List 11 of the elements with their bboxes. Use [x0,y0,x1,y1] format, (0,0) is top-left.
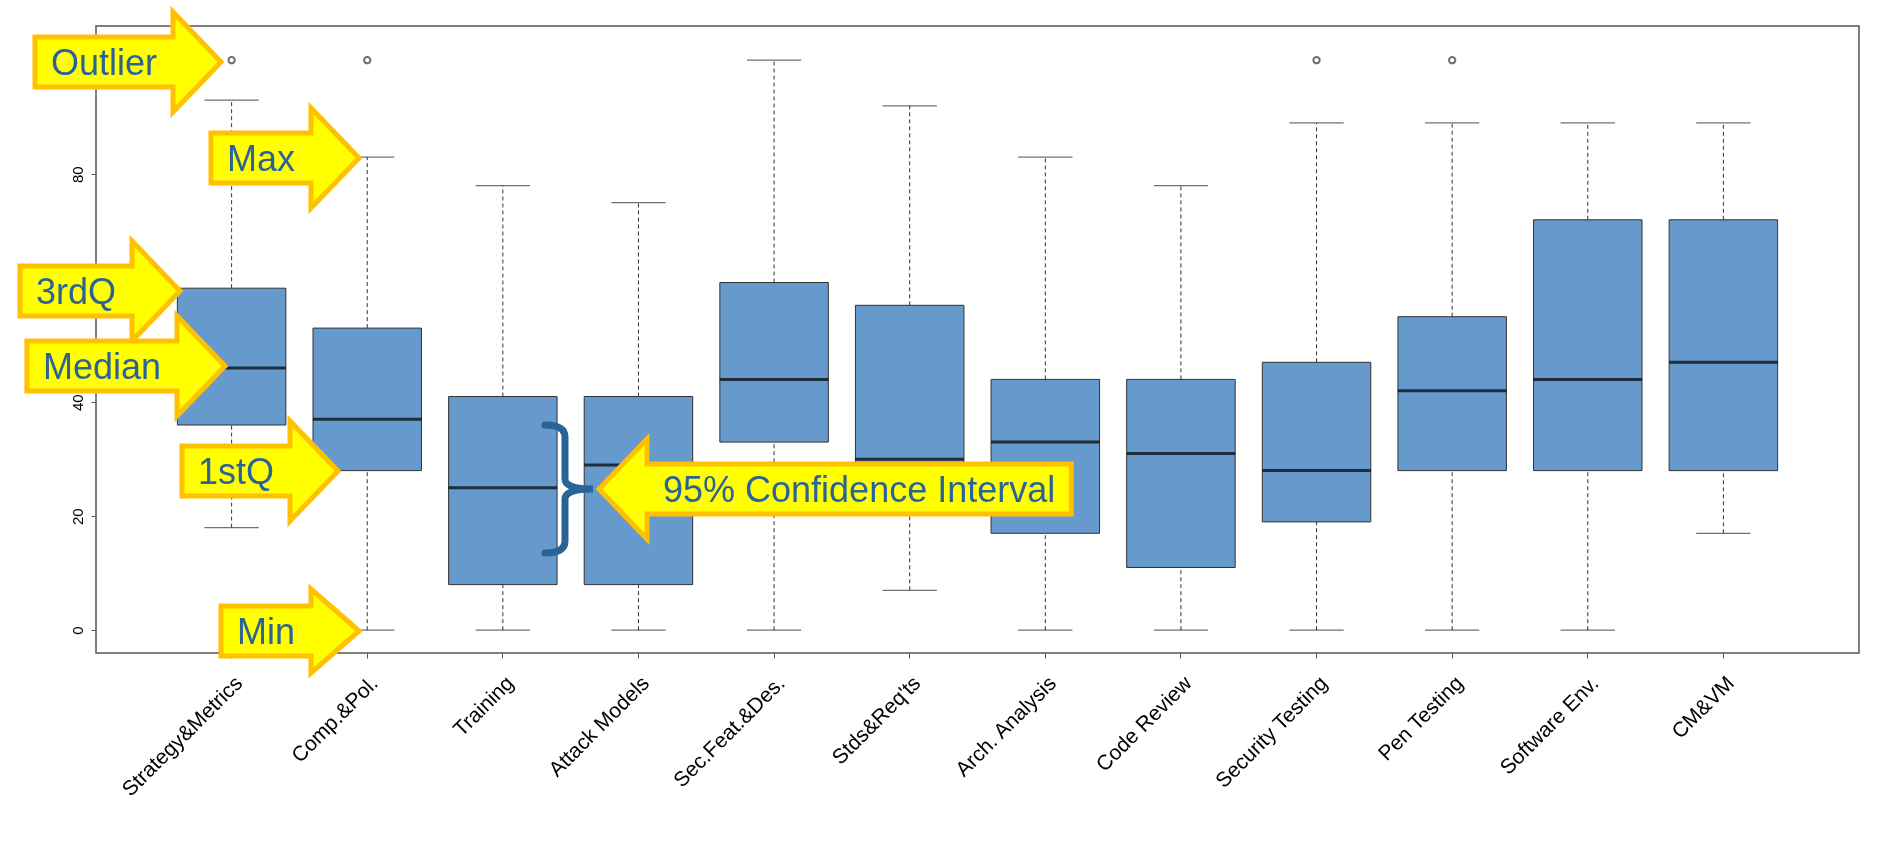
y-tick-label: 0 [68,626,86,635]
annotation: Min [236,610,295,652]
y-tick-label: 40 [68,394,86,412]
y-tick-label: 80 [68,166,86,184]
y-tick-label: 20 [68,508,86,526]
annotation: 1stQ [197,450,274,492]
annotation: Median [42,345,161,387]
annotation: Outlier [50,41,158,83]
annotation: Max [226,137,295,179]
annotation: 3rdQ [35,270,116,312]
annotation: 95% Confidence Interval [663,468,1056,510]
